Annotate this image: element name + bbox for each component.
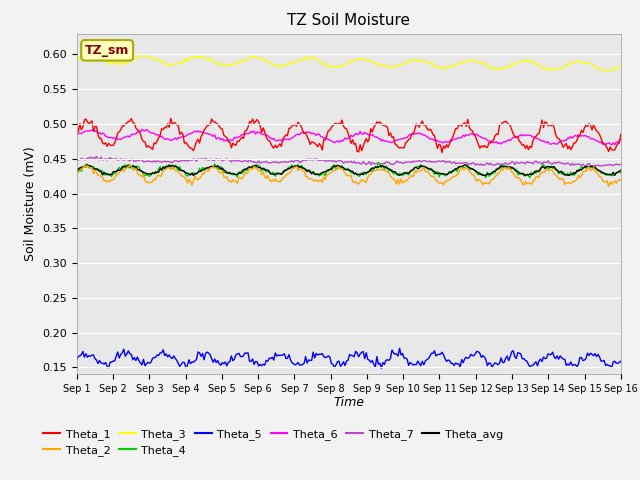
Y-axis label: Soil Moisture (mV): Soil Moisture (mV) <box>24 146 36 262</box>
Text: TZ_sm: TZ_sm <box>85 44 129 57</box>
Legend: Theta_1, Theta_2, Theta_3, Theta_4, Theta_5, Theta_6, Theta_7, Theta_avg: Theta_1, Theta_2, Theta_3, Theta_4, Thet… <box>39 424 508 460</box>
X-axis label: Time: Time <box>333 396 364 408</box>
Title: TZ Soil Moisture: TZ Soil Moisture <box>287 13 410 28</box>
